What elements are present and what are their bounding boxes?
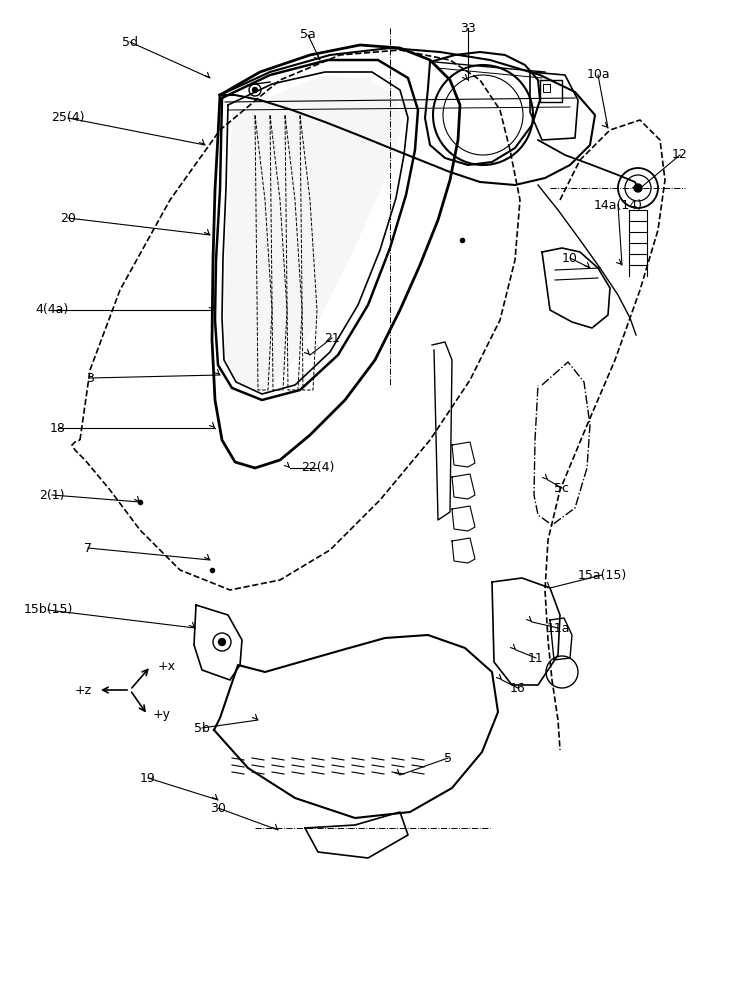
Circle shape [634, 184, 642, 192]
Text: 22(4): 22(4) [301, 462, 335, 475]
Text: 15b(15): 15b(15) [23, 603, 73, 616]
Text: 33: 33 [460, 21, 476, 34]
Text: 10: 10 [562, 251, 578, 264]
Text: 5c: 5c [555, 482, 569, 494]
Text: +z: +z [75, 684, 92, 696]
Text: 5d: 5d [122, 35, 138, 48]
Text: 16: 16 [510, 682, 526, 694]
Text: 18: 18 [50, 422, 66, 434]
Text: 15a(15): 15a(15) [577, 568, 627, 582]
Text: 5a: 5a [300, 28, 316, 41]
Text: 7: 7 [84, 542, 92, 554]
Text: +y: +y [152, 708, 171, 721]
Text: 4(4a): 4(4a) [36, 304, 69, 316]
Polygon shape [224, 76, 402, 392]
Text: 25(4): 25(4) [51, 111, 85, 124]
Text: 21: 21 [324, 332, 340, 344]
Circle shape [252, 88, 257, 93]
Text: +x: +x [157, 660, 176, 672]
Text: 10a: 10a [586, 68, 610, 82]
Text: 14a(14): 14a(14) [593, 198, 642, 212]
Text: 2(1): 2(1) [39, 488, 65, 502]
Text: 20: 20 [60, 212, 76, 225]
Text: 11: 11 [528, 652, 544, 664]
Text: 30: 30 [210, 802, 226, 814]
Text: 19: 19 [140, 772, 156, 784]
Text: 12: 12 [672, 148, 688, 161]
Text: 5: 5 [444, 752, 452, 764]
Text: 11a: 11a [546, 621, 570, 635]
Text: 3: 3 [86, 371, 94, 384]
Circle shape [219, 639, 225, 646]
Text: 5b: 5b [194, 722, 210, 734]
